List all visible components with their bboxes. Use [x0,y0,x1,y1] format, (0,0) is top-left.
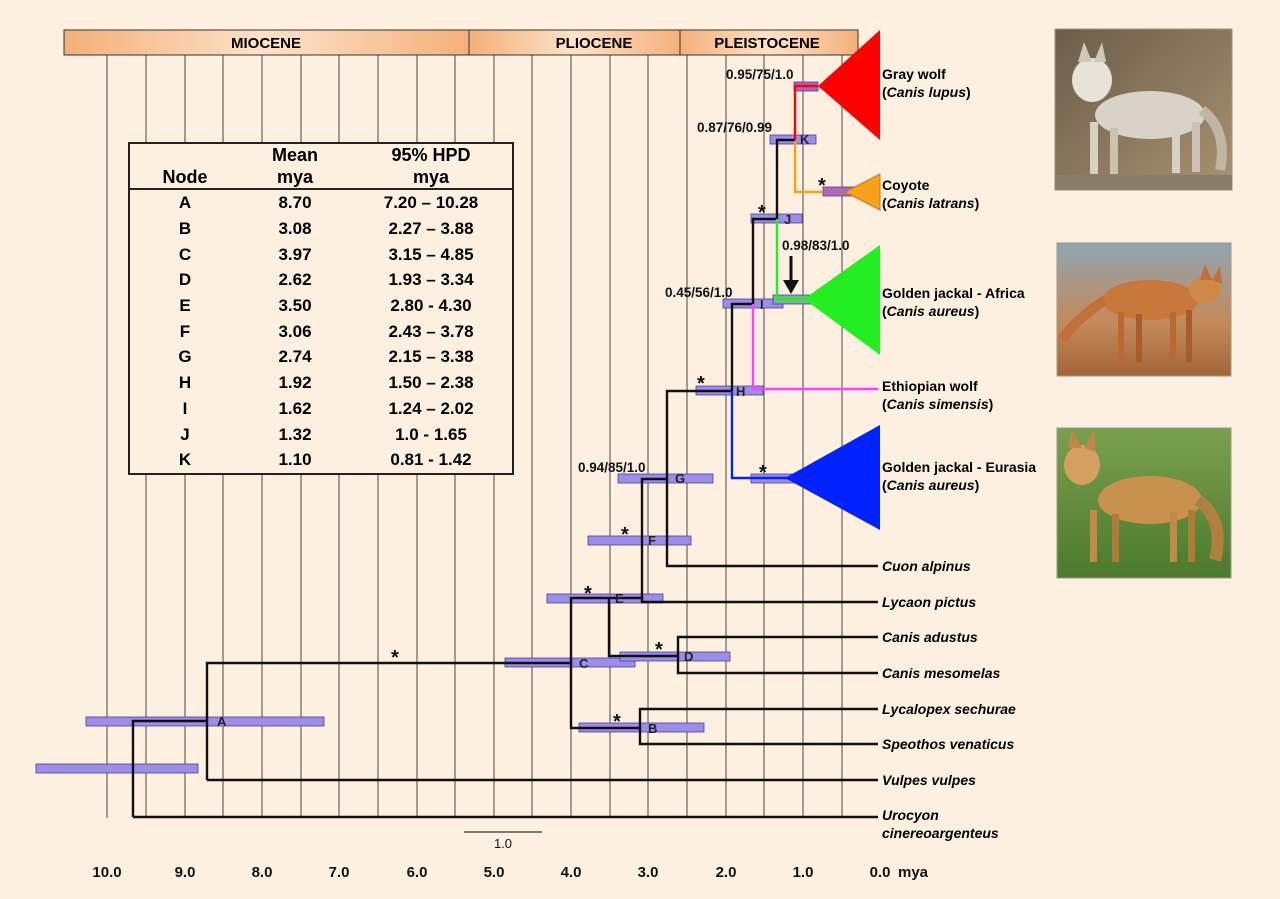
tick-6: 6.0 [407,864,428,881]
scale-bar-label: 1.0 [494,836,512,851]
table-row: C 3.97 3.15 – 4.85 [178,244,474,264]
branch-coyote [793,140,823,194]
star-b: * [613,711,621,733]
taxon-jackal-africa: Golden jackal - Africa (Canis aureus) [882,285,1025,319]
node-h: H [736,384,745,399]
tick-1: 1.0 [793,864,814,881]
tick-3: 3.0 [638,864,659,881]
epoch-pleistocene: PLEISTOCENE [714,35,820,52]
header-mean: Mean [271,145,318,165]
tick-9: 9.0 [175,864,196,881]
taxon-lycaon: Lycaon pictus [882,594,977,610]
table-row: K 1.10 0.81 - 1.42 [178,450,472,470]
header-node: Node [129,166,240,190]
header-hpd: 95% HPD [391,145,471,165]
branch-africa [775,219,820,301]
tick-4: 4.0 [561,864,582,881]
tick-5: 5.0 [484,864,505,881]
tree-branches [131,138,878,819]
table-row: D 2.62 1.93 – 3.34 [178,270,474,290]
taxon-vulpes: Vulpes vulpes [882,772,976,788]
table-row: H 1.92 1.50 – 2.38 [178,373,474,393]
support-africa: 0.98/83/1.0 [782,238,850,253]
clade-jackal-eurasia [785,425,880,530]
taxon-cuon: Cuon alpinus [882,558,971,574]
gray-wolf-photo [1054,28,1233,191]
header-mean-unit: mya [240,166,350,190]
star-ac: * [391,647,399,669]
node-b: B [648,721,657,736]
node-a: A [217,714,227,729]
star-f: * [621,524,629,546]
star-h: * [697,373,705,395]
branch-ethiopian [751,304,878,391]
support-g: 0.94/85/1.0 [578,460,646,475]
golden-jackal-africa-photo [1056,242,1232,377]
node-i: I [760,297,764,312]
node-k: K [800,132,810,147]
star-j: * [758,202,766,224]
header-hpd-unit: mya [350,166,513,190]
support-k: 0.87/76/0.99 [697,120,772,135]
table-row: B 3.08 2.27 – 3.88 [178,218,474,238]
taxon-mesomelas: Canis mesomelas [882,665,1001,681]
table-row: G 2.74 2.15 – 3.38 [178,347,474,367]
taxon-speothos: Speothos venaticus [882,736,1015,752]
taxon-jackal-eurasia: Golden jackal - Eurasia (Canis aureus) [882,459,1037,493]
taxon-ethiopian-wolf: Ethiopian wolf (Canis simensis) [882,378,994,412]
table-row: E 3.50 2.80 - 4.30 [179,296,472,315]
branch-graywolf [793,84,818,140]
taxon-urocyon: Urocyon cinereoargenteus [882,807,999,841]
taxon-adustus: Canis adustus [882,629,978,645]
node-g: G [675,471,685,486]
node-j: J [784,212,791,227]
table-row: F 3.06 2.43 – 3.78 [179,321,474,341]
star-coyote: * [818,175,826,197]
table-row: A 8.70 7.20 – 10.28 [178,193,479,213]
clade-jackal-africa [804,245,880,355]
tick-10: 10.0 [92,864,121,881]
taxon-lycalopex: Lycalopex sechurae [882,701,1016,717]
node-age-table: Mean 95% HPD Node mya mya A 8.70 7.20 – 10… [128,142,514,475]
clade-gray-wolf [818,30,880,140]
tick-7: 7.0 [329,864,350,881]
axis-unit: mya [898,864,929,881]
taxon-gray-wolf: Gray wolf (Canis lupus) [882,66,971,100]
clade-coyote [843,173,881,211]
taxon-coyote: Coyote (Canis latrans) [882,177,980,211]
node-e: E [615,591,624,606]
star-eurasia: * [759,462,767,484]
support-gray-wolf: 0.95/75/1.0 [726,67,794,82]
node-d: D [684,649,693,664]
tick-0: 0.0 [870,864,891,881]
tick-2: 2.0 [716,864,737,881]
epoch-miocene: MIOCENE [231,35,301,52]
branch-eurasia [730,391,807,480]
golden-jackal-eurasia-photo [1056,427,1232,579]
epoch-bar: MIOCENE PLIOCENE PLEISTOCENE [63,29,859,56]
table-row: J 1.32 1.0 - 1.65 [180,424,467,444]
table-row: I 1.62 1.24 – 2.02 [182,398,474,418]
star-e: * [584,583,592,605]
star-d: * [655,639,663,661]
down-arrow-icon [783,256,799,294]
epoch-pliocene: PLIOCENE [556,35,633,52]
support-i: 0.45/56/1.0 [665,285,733,300]
tick-8: 8.0 [252,864,273,881]
node-f: F [648,533,656,548]
node-c: C [579,656,589,671]
